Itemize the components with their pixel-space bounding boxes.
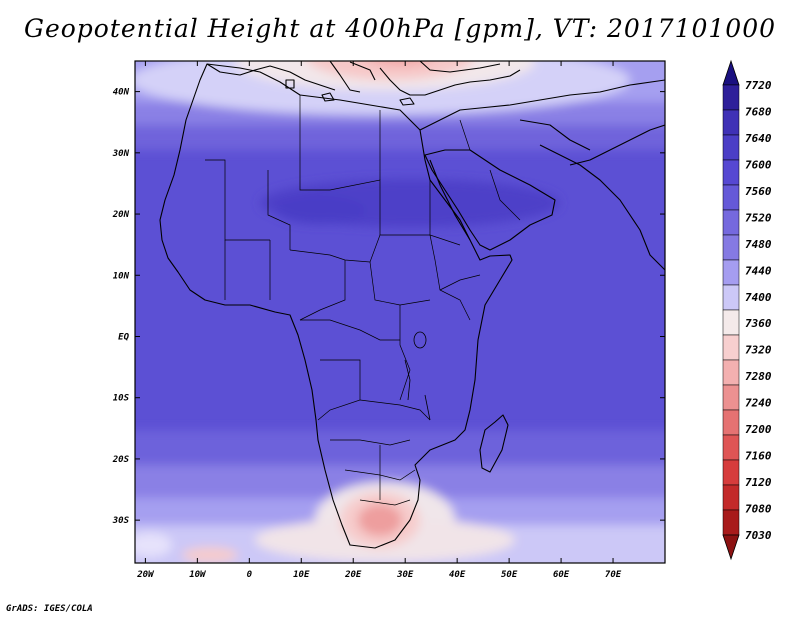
colorbar-label: 7280	[745, 370, 772, 383]
lon-tick-label: 70E	[605, 570, 622, 580]
country-borders	[205, 95, 521, 506]
lat-tick-label: 30S	[112, 516, 130, 526]
lon-tick-label: 10E	[293, 570, 310, 580]
lakes	[404, 331, 431, 421]
colorbar-swatch	[722, 434, 740, 461]
colorbar-swatch	[722, 159, 740, 186]
colorbar-swatch	[722, 509, 740, 536]
lon-tick-label: 60E	[553, 570, 570, 580]
colorbar-label: 7200	[745, 423, 772, 436]
lat-tick-label: EQ	[118, 332, 129, 342]
lat-tick-label: 30N	[112, 149, 130, 159]
colorbar-swatch	[722, 359, 740, 386]
colorbar-swatch	[722, 84, 740, 111]
lat-tick-label: 20S	[112, 455, 130, 465]
latitude-axis: 40N 30N 20N 10N EQ 10S 20S 30S	[112, 88, 665, 526]
map-frame	[134, 60, 666, 564]
colorbar-swatch	[722, 184, 740, 211]
colorbar-swatch	[722, 409, 740, 436]
colorbar-swatch	[722, 234, 740, 261]
colorbar-label: 7120	[745, 476, 772, 489]
colorbar-label: 7520	[745, 211, 772, 224]
grads-credit: GrADS: IGES/COLA	[6, 604, 93, 614]
lat-tick-label: 40N	[113, 88, 130, 98]
lon-tick-label: 20E	[344, 570, 362, 580]
colorbar-label: 7720	[745, 79, 772, 92]
colorbar-label: 7240	[745, 397, 772, 410]
colorbar-swatch	[722, 484, 740, 511]
colorbar-label: 7600	[745, 158, 772, 171]
colorbar-label: 7440	[745, 264, 772, 277]
colorbar-label: 7480	[745, 238, 772, 251]
map-title: Geopotential Height at 400hPa [gpm], VT:…	[23, 14, 777, 43]
colorbar-swatch	[722, 309, 740, 336]
lon-tick-label: 10W	[189, 570, 207, 580]
colorbar-swatch	[722, 284, 740, 311]
lon-tick-label: 40E	[449, 570, 466, 580]
coastlines	[159, 61, 665, 549]
longitude-axis: 20W 10W 0 10E 20E 30E 40E 50E 60E 70E	[136, 61, 622, 580]
lon-tick-label: 50E	[501, 570, 518, 580]
colorbar-label: 7400	[745, 291, 772, 304]
colorbar-label: 7160	[745, 450, 772, 463]
colorbar-label: 7680	[745, 105, 772, 118]
colorbar-swatch	[722, 459, 740, 486]
colorbar-label: 7360	[745, 317, 772, 330]
colorbar: 7720 7680 7640 7600 7560 7520 7480 7440 7400 7360…	[722, 59, 772, 561]
lon-tick-label: 20W	[136, 570, 155, 580]
colorbar-label: 7560	[745, 185, 772, 198]
colorbar-label: 7030	[745, 529, 772, 542]
lon-tick-label: 30E	[396, 570, 414, 580]
lat-tick-label: 10S	[113, 394, 130, 404]
colorbar-swatch	[722, 209, 740, 236]
colorbar-swatch	[722, 134, 740, 161]
colorbar-label: 7640	[745, 132, 772, 145]
colorbar-label: 7320	[745, 344, 772, 357]
colorbar-top-arrow	[722, 59, 740, 86]
colorbar-swatch	[722, 384, 740, 411]
lat-tick-label: 10N	[113, 271, 130, 281]
colorbar-label: 7080	[745, 503, 772, 516]
colorbar-swatch	[722, 109, 740, 136]
colorbar-swatch	[722, 334, 740, 361]
lon-tick-label: 0	[247, 570, 253, 580]
colorbar-bottom-arrow	[722, 534, 740, 561]
lat-tick-label: 20N	[112, 210, 130, 220]
colorbar-swatch	[722, 259, 740, 286]
